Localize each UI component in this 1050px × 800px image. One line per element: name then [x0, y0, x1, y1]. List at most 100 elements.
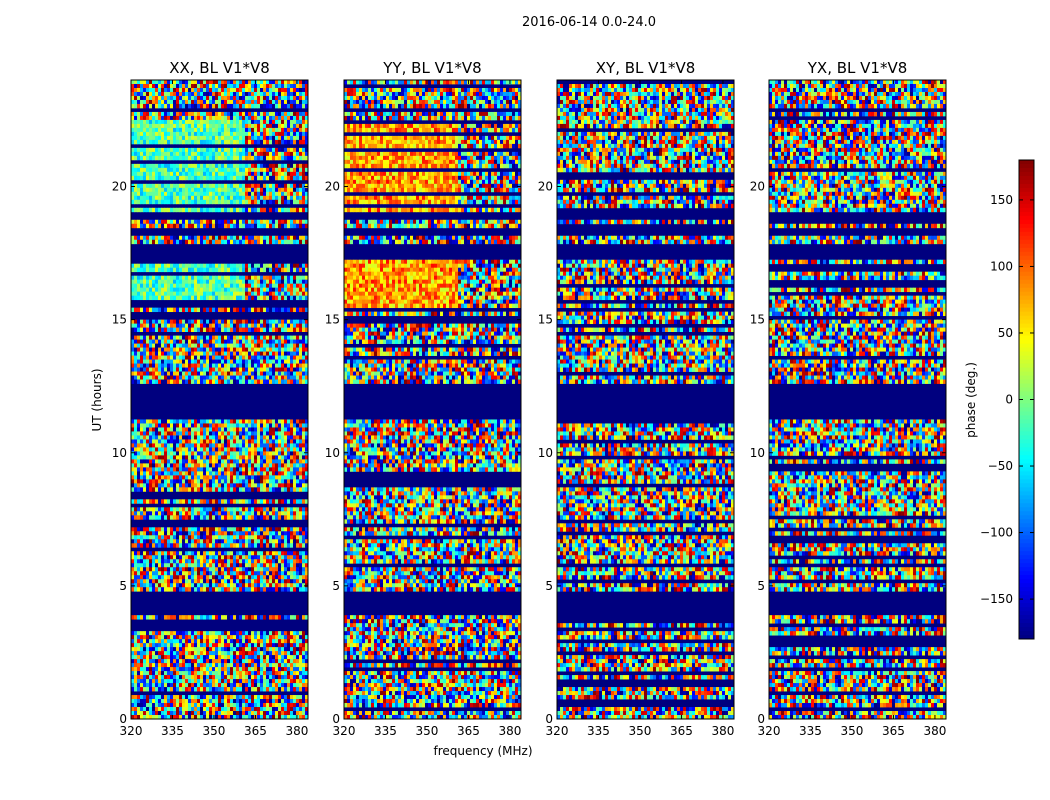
y-tick-label: 10: [112, 446, 127, 460]
colorbar-segment: [1019, 344, 1034, 348]
colorbar-segment: [1019, 587, 1034, 591]
colorbar-segment: [1019, 204, 1034, 208]
colorbar-segment: [1019, 372, 1034, 376]
colorbar-segment: [1019, 240, 1034, 244]
colorbar-segment: [1019, 611, 1034, 615]
y-tick-label: 15: [750, 313, 765, 327]
y-tick-label: 10: [538, 446, 553, 460]
x-tick-label: 365: [457, 724, 480, 738]
x-tick-label: 365: [882, 724, 905, 738]
panel-title: YX, BL V1*V8: [807, 59, 908, 77]
colorbar-segment: [1019, 615, 1034, 619]
colorbar-segment: [1019, 475, 1034, 479]
colorbar-segment: [1019, 527, 1034, 531]
colorbar-segment: [1019, 435, 1034, 439]
x-tick-label: 350: [203, 724, 226, 738]
x-tick-label: 320: [546, 724, 569, 738]
colorbar-segment: [1019, 320, 1034, 324]
colorbar-segment: [1019, 376, 1034, 380]
colorbar-segment: [1019, 543, 1034, 547]
colorbar-segment: [1019, 208, 1034, 212]
y-tick-label: 0: [545, 712, 553, 726]
colorbar-segment: [1019, 180, 1034, 184]
colorbar-segment: [1019, 364, 1034, 368]
colorbar-segment: [1019, 555, 1034, 559]
colorbar-segment: [1019, 627, 1034, 631]
colorbar-segment: [1019, 164, 1034, 168]
colorbar-segment: [1019, 603, 1034, 607]
colorbar-segment: [1019, 236, 1034, 240]
colorbar-label: phase (deg.): [964, 362, 978, 438]
y-tick-label: 15: [112, 313, 127, 327]
colorbar-segment: [1019, 168, 1034, 172]
colorbar-segment: [1019, 531, 1034, 535]
colorbar-segment: [1019, 423, 1034, 427]
colorbar-tick-label: 100: [990, 259, 1013, 273]
x-tick-label: 335: [799, 724, 822, 738]
colorbar-segment: [1019, 360, 1034, 364]
colorbar-segment: [1019, 192, 1034, 196]
colorbar-segment: [1019, 244, 1034, 248]
colorbar-segment: [1019, 220, 1034, 224]
colorbar-segment: [1019, 415, 1034, 419]
y-tick-label: 0: [119, 712, 127, 726]
colorbar-tick-label: 0: [1005, 393, 1013, 407]
colorbar-segment: [1019, 619, 1034, 623]
x-tick-label: 335: [161, 724, 184, 738]
colorbar-segment: [1019, 292, 1034, 296]
y-tick-label: 20: [112, 180, 127, 194]
colorbar-segment: [1019, 503, 1034, 507]
colorbar-segment: [1019, 336, 1034, 340]
panel-title: YY, BL V1*V8: [382, 59, 481, 77]
colorbar-segment: [1019, 392, 1034, 396]
colorbar-segment: [1019, 176, 1034, 180]
y-tick-label: 5: [757, 579, 765, 593]
colorbar-segment: [1019, 467, 1034, 471]
colorbar-segment: [1019, 491, 1034, 495]
y-tick-label: 10: [750, 446, 765, 460]
x-tick-label: 380: [923, 724, 946, 738]
panel-title: XY, BL V1*V8: [596, 59, 696, 77]
y-tick-label: 15: [538, 313, 553, 327]
colorbar-segment: [1019, 400, 1034, 404]
x-tick-label: 335: [374, 724, 397, 738]
y-tick-label: 0: [757, 712, 765, 726]
x-tick-label: 350: [629, 724, 652, 738]
colorbar-segment: [1019, 411, 1034, 415]
colorbar-segment: [1019, 368, 1034, 372]
colorbar-segment: [1019, 427, 1034, 431]
colorbar-segment: [1019, 188, 1034, 192]
colorbar-segment: [1019, 451, 1034, 455]
x-tick-label: 335: [587, 724, 610, 738]
colorbar-segment: [1019, 260, 1034, 264]
colorbar-segment: [1019, 591, 1034, 595]
colorbar-segment: [1019, 228, 1034, 232]
colorbar-segment: [1019, 324, 1034, 328]
colorbar-segment: [1019, 384, 1034, 388]
colorbar-segment: [1019, 535, 1034, 539]
y-tick-label: 5: [545, 579, 553, 593]
y-tick-label: 20: [538, 180, 553, 194]
colorbar-segment: [1019, 280, 1034, 284]
colorbar-segment: [1019, 300, 1034, 304]
colorbar-segment: [1019, 559, 1034, 563]
colorbar-segment: [1019, 256, 1034, 260]
colorbar-segment: [1019, 571, 1034, 575]
colorbar-segment: [1019, 495, 1034, 499]
colorbar-segment: [1019, 308, 1034, 312]
colorbar-segment: [1019, 459, 1034, 463]
colorbar-segment: [1019, 356, 1034, 360]
colorbar-segment: [1019, 403, 1034, 407]
colorbar-segment: [1019, 487, 1034, 491]
colorbar-segment: [1019, 439, 1034, 443]
colorbar-segment: [1019, 551, 1034, 555]
colorbar-segment: [1019, 607, 1034, 611]
colorbar-segment: [1019, 419, 1034, 423]
colorbar-segment: [1019, 483, 1034, 487]
